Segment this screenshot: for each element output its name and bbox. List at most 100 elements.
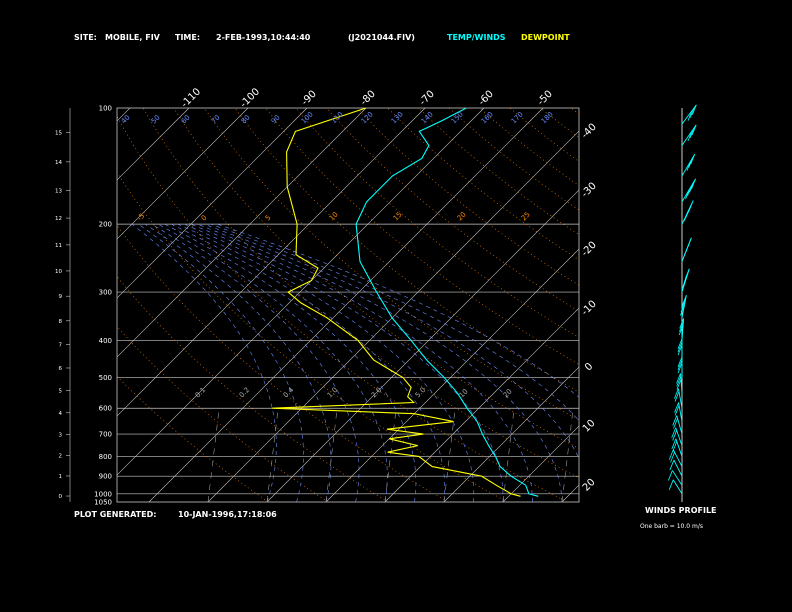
dry-adiabat-line: [117, 224, 448, 502]
temperature-tick-label: -90: [300, 89, 319, 108]
isotherm-line: [117, 108, 308, 299]
moist-adiabat-label: 10: [328, 210, 340, 222]
mixing-ratio-label: 0.2: [238, 386, 252, 400]
temperature-tick-label: -100: [238, 86, 262, 110]
dry-adiabat-line: [479, 108, 579, 186]
pressure-tick-label: 700: [99, 431, 112, 439]
wind-barb-flag: [687, 130, 693, 142]
mixing-ratio-label: 1.0: [326, 386, 340, 400]
dry-adiabat-label: 170: [510, 110, 525, 125]
temperature-tick-label: -40: [580, 122, 599, 141]
moist-adiabat-line: [217, 223, 579, 398]
mixing-ratio-label: 20: [502, 387, 514, 399]
wind-barb-shaft: [672, 470, 683, 486]
height-tick-label: 14: [55, 160, 62, 166]
file-name: (J2021044.FIV): [348, 33, 415, 42]
time-value: 2-FEB-1993,10:44:40: [216, 33, 311, 42]
height-tick-label: 9: [59, 294, 63, 300]
wind-barb-flag: [679, 318, 685, 329]
wind-barb-flag: [668, 449, 674, 460]
pressure-tick-label: 900: [99, 473, 112, 481]
moist-adiabat-label: 0: [200, 214, 209, 223]
mixing-ratio-label: 0.1: [194, 386, 208, 400]
wind-barb-flag: [686, 160, 692, 171]
wind-barb-flag: [681, 295, 687, 306]
isotherm-line: [502, 425, 579, 502]
mixing-ratio-line: [443, 408, 456, 502]
height-tick-label: 4: [59, 411, 63, 417]
moist-adiabat-line: [157, 223, 388, 502]
wind-barb-flag: [677, 338, 683, 349]
wind-barb-flag: [689, 107, 695, 118]
mixing-ratio-label: 0.4: [282, 385, 296, 399]
pressure-tick-label: 1050: [94, 499, 112, 507]
moist-adiabat-line: [138, 223, 304, 502]
height-tick-label: 0: [59, 494, 63, 500]
mixing-ratio-line: [207, 408, 220, 502]
dry-adiabat-line: [418, 108, 579, 236]
site-label: SITE:: [74, 33, 97, 42]
dry-adiabat-label: 110: [330, 110, 345, 125]
temperature-tick-label: -10: [580, 299, 599, 318]
wind-barb-flag: [681, 279, 687, 290]
height-tick-label: 12: [55, 216, 62, 222]
isotherm-line: [266, 189, 579, 502]
wind-barb-flag: [689, 182, 694, 193]
isotherm-line: [680, 108, 792, 502]
dry-adiabat-label: 160: [480, 110, 495, 125]
pressure-tick-label: 300: [99, 289, 112, 297]
wind-barb-flag: [688, 157, 694, 168]
dry-adiabat-line: [295, 108, 579, 338]
mixing-ratio-line: [325, 408, 338, 502]
wind-barb-flag: [676, 376, 682, 387]
dry-adiabat-label: 140: [420, 110, 435, 125]
moist-adiabat-line: [210, 223, 579, 421]
dry-adiabat-line: [356, 108, 579, 286]
height-tick-label: 11: [55, 243, 62, 249]
legend-dewpoint: DEWPOINT: [521, 33, 570, 42]
winds-profile-note: One barb = 10.0 m/s: [640, 523, 703, 530]
temperature-tick-label: -60: [477, 89, 496, 108]
temperature-tick-label: -110: [179, 86, 203, 110]
moist-adiabat-line: [177, 223, 475, 502]
dry-adiabat-line: [570, 108, 579, 115]
mixing-ratio-line: [502, 408, 515, 502]
wind-barb-flag: [687, 185, 692, 196]
dry-adiabat-line: [173, 108, 579, 449]
temperature-tick-label: 0: [583, 361, 595, 373]
dry-adiabat-line: [602, 108, 792, 502]
moist-adiabat-label: 5: [264, 214, 273, 223]
dry-adiabat-line: [234, 108, 579, 393]
mixing-ratio-line: [561, 408, 574, 502]
dry-adiabat-label: 150: [450, 110, 465, 125]
dry-adiabat-line: [326, 108, 579, 312]
wind-barb-flag: [680, 301, 686, 313]
wind-barb-flag: [674, 388, 679, 399]
dry-adiabat-line: [117, 171, 508, 502]
dry-adiabat-line: [117, 115, 568, 502]
isotherm-line: [207, 130, 579, 502]
wind-barb-flag: [690, 153, 696, 165]
height-tick-label: 3: [59, 432, 63, 438]
legend-temp-winds: TEMP/WINDS: [447, 33, 506, 42]
isotherm-line: [148, 108, 544, 502]
temperature-tick-label: 10: [581, 418, 598, 435]
moist-adiabat-label: 25: [520, 210, 532, 222]
height-tick-label: 10: [55, 269, 62, 275]
moist-adiabat-line: [131, 223, 277, 502]
dry-adiabat-label: 70: [210, 113, 222, 125]
dry-adiabat-line: [142, 108, 579, 479]
wind-barb-flag: [668, 479, 674, 490]
wind-barb-flag: [680, 305, 685, 316]
moist-adiabat-line: [190, 223, 533, 502]
isotherm-line: [325, 248, 579, 502]
wind-barb-flag: [673, 418, 678, 429]
temperature-tick-label: -30: [580, 181, 599, 200]
height-tick-label: 6: [59, 366, 63, 372]
wind-barb-flag: [683, 211, 689, 222]
dry-adiabat-label: 120: [360, 110, 375, 125]
isotherm-line: [739, 108, 792, 502]
wind-barb-flag: [677, 362, 683, 374]
wind-barb-flag: [676, 373, 681, 384]
moist-adiabat-label: 20: [456, 210, 468, 222]
